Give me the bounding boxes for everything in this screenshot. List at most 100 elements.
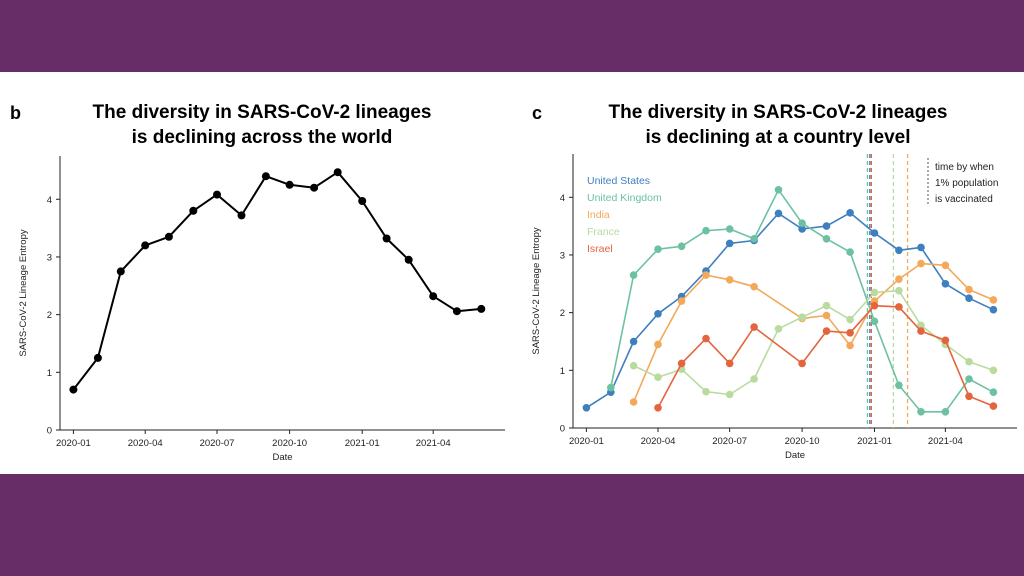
data-point-israel <box>965 392 973 401</box>
data-point-india <box>965 285 973 294</box>
legend-entry-france: France <box>587 226 620 238</box>
series-line-united-states <box>585 212 994 409</box>
data-point-israel <box>870 301 879 310</box>
data-point-israel <box>798 359 806 368</box>
data-point-united-states <box>582 404 591 412</box>
data-point-france <box>774 325 783 333</box>
y-tick-label: 2 <box>560 308 565 319</box>
y-tick-label: 0 <box>560 424 565 435</box>
data-point-world <box>164 232 173 241</box>
data-point-world <box>358 197 367 205</box>
panel-c-title-line1: The diversity in SARS-CoV-2 lineages <box>609 102 948 123</box>
data-point-world <box>237 211 246 220</box>
data-point-world <box>429 292 438 301</box>
y-tick-label: 3 <box>47 252 52 263</box>
data-point-united-kingdom <box>702 226 710 235</box>
panel-b-title-line1: The diversity in SARS-CoV-2 lineages <box>93 102 432 123</box>
series-line-france <box>633 289 994 396</box>
data-point-united-states <box>846 209 854 217</box>
data-point-france <box>629 361 638 370</box>
x-axis-label: Date <box>272 452 292 463</box>
data-point-israel <box>822 327 831 335</box>
panel-c-letter: c <box>532 103 542 123</box>
data-point-israel <box>989 402 998 410</box>
data-point-france <box>917 321 925 330</box>
data-point-united-kingdom <box>798 219 806 227</box>
data-point-israel <box>941 336 950 345</box>
data-point-israel <box>725 359 734 368</box>
data-point-france <box>870 288 879 297</box>
data-point-united-states <box>629 337 638 346</box>
data-point-france <box>846 315 854 324</box>
figure-canvas: b The diversity in SARS-CoV-2 lineages i… <box>10 102 1017 463</box>
x-tick-label: 2021-01 <box>345 438 380 449</box>
data-point-world <box>382 234 391 243</box>
x-axis-label: Date <box>785 450 805 461</box>
data-point-united-states <box>870 229 879 237</box>
legend-entry-united-kingdom: United Kingdom <box>587 192 662 204</box>
y-tick-label: 4 <box>560 193 565 204</box>
data-point-world <box>69 385 78 394</box>
data-point-world <box>310 183 319 192</box>
data-point-world <box>141 241 150 250</box>
data-point-united-kingdom <box>750 235 758 243</box>
x-tick-label: 2020-10 <box>272 438 307 449</box>
data-point-united-states <box>725 239 734 248</box>
y-tick-label: 2 <box>47 310 52 321</box>
x-tick-label: 2020-07 <box>200 438 235 449</box>
y-axis-label: SARS-CoV-2 Lineage Entropy <box>18 229 29 357</box>
data-point-united-states <box>965 294 973 302</box>
data-point-israel <box>750 323 758 331</box>
data-point-united-kingdom <box>917 408 925 416</box>
figure-panel: b The diversity in SARS-CoV-2 lineages i… <box>0 72 1024 474</box>
y-axis-label: SARS-CoV-2 Lineage Entropy <box>531 227 542 355</box>
data-point-united-states <box>895 246 903 255</box>
data-point-india <box>750 282 758 291</box>
y-tick-label: 1 <box>47 368 52 379</box>
data-point-israel <box>917 327 925 335</box>
data-point-world <box>116 267 125 276</box>
data-point-israel <box>702 334 710 343</box>
data-point-india <box>895 275 903 283</box>
data-point-india <box>702 271 710 279</box>
data-point-france <box>750 375 758 383</box>
data-point-world <box>452 307 461 316</box>
data-point-world <box>93 353 102 362</box>
data-point-israel <box>654 404 662 412</box>
series-line-israel <box>657 304 994 409</box>
data-point-united-kingdom <box>822 235 831 243</box>
data-point-united-kingdom <box>989 388 998 397</box>
x-tick-label: 2020-04 <box>641 436 676 447</box>
vaccination-note-line1: time by when <box>935 162 994 173</box>
data-point-united-kingdom <box>629 271 638 279</box>
data-point-united-states <box>798 225 806 233</box>
data-point-united-states <box>654 310 662 318</box>
data-point-israel <box>846 329 854 337</box>
series-line-world <box>72 171 482 391</box>
x-tick-label: 2021-04 <box>416 438 451 449</box>
data-point-world <box>477 304 486 313</box>
data-point-india <box>677 297 686 305</box>
x-tick-label: 2020-04 <box>128 438 163 449</box>
data-point-india <box>654 340 662 349</box>
data-point-world <box>189 206 198 215</box>
data-point-world <box>213 190 221 199</box>
data-point-united-kingdom <box>725 225 734 233</box>
data-point-israel <box>895 303 903 311</box>
data-point-india <box>846 341 854 350</box>
data-point-india <box>725 276 734 284</box>
x-tick-label: 2021-01 <box>857 436 892 447</box>
data-point-united-states <box>989 305 998 314</box>
country-entropy-chart: 0 1 2 3 4 2020-01 2020-04 2020-07 2020-10 2021-01… <box>531 154 1017 461</box>
data-point-france <box>822 301 831 310</box>
data-point-united-kingdom <box>895 381 903 390</box>
data-point-united-states <box>917 243 925 252</box>
data-point-united-states <box>941 280 950 288</box>
data-point-world <box>404 255 413 264</box>
data-point-united-kingdom <box>965 375 973 383</box>
y-tick-label: 1 <box>560 366 565 377</box>
data-point-france <box>702 387 710 396</box>
data-point-united-kingdom <box>654 245 662 253</box>
data-point-united-kingdom <box>607 383 615 392</box>
vaccination-note-line2: 1% population <box>935 178 998 189</box>
